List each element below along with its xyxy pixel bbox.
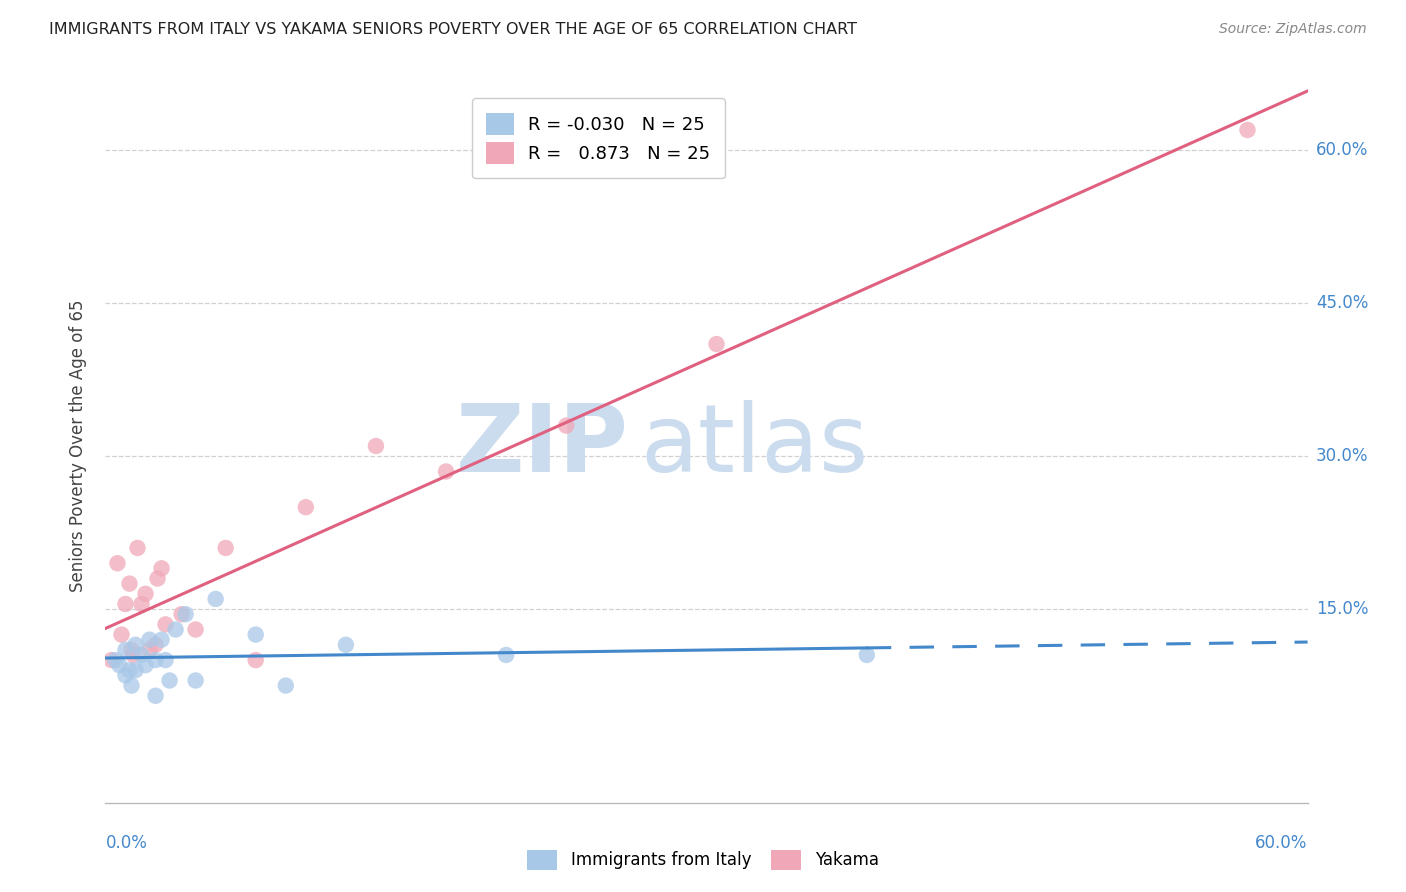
Point [165,623,187,637]
Point [150,561,173,575]
Point [110,627,132,641]
Point [114,597,136,611]
Point [138,632,160,647]
Point [146,572,169,586]
Text: atlas: atlas [640,400,869,492]
Point [184,673,207,688]
Point [495,648,517,662]
Point [364,439,387,453]
Point [108,658,131,673]
Text: IMMIGRANTS FROM ITALY VS YAKAMA SENIORS POVERTY OVER THE AGE OF 65 CORRELATION C: IMMIGRANTS FROM ITALY VS YAKAMA SENIORS … [49,22,858,37]
Point [855,648,877,662]
Point [174,607,197,622]
Point [145,689,167,703]
Point [434,465,457,479]
Point [124,663,146,677]
Y-axis label: Seniors Poverty Over the Age of 65: Seniors Poverty Over the Age of 65 [69,300,87,592]
Point [114,668,136,682]
Point [121,679,143,693]
Text: ZIP: ZIP [456,400,628,492]
Text: 45.0%: 45.0% [1316,294,1368,312]
Point [145,653,167,667]
Point [214,541,236,555]
Point [706,337,728,351]
Point [131,597,153,611]
Point [295,500,318,515]
Point [107,556,129,570]
Point [122,648,145,662]
Text: Source: ZipAtlas.com: Source: ZipAtlas.com [1219,22,1367,37]
Point [274,679,297,693]
Point [135,658,157,673]
Legend: R = -0.030   N = 25, R =   0.873   N = 25: R = -0.030 N = 25, R = 0.873 N = 25 [472,98,724,178]
Text: 60.0%: 60.0% [1256,834,1308,852]
Point [100,653,122,667]
Point [145,638,167,652]
Point [127,541,149,555]
Point [204,591,226,606]
Text: 15.0%: 15.0% [1316,600,1368,618]
Point [124,638,146,652]
Point [114,643,136,657]
Legend: Immigrants from Italy, Yakama: Immigrants from Italy, Yakama [520,843,886,877]
Point [159,673,181,688]
Point [155,617,177,632]
Point [335,638,357,652]
Point [104,653,127,667]
Point [121,643,143,657]
Point [555,418,578,433]
Point [138,643,160,657]
Point [245,653,267,667]
Point [135,587,157,601]
Point [155,653,177,667]
Point [118,576,141,591]
Point [131,648,153,662]
Point [184,623,207,637]
Point [170,607,193,622]
Text: 30.0%: 30.0% [1316,447,1368,466]
Text: 60.0%: 60.0% [1316,141,1368,160]
Point [245,627,267,641]
Text: 0.0%: 0.0% [105,834,148,852]
Point [118,663,141,677]
Point [1236,123,1258,137]
Point [150,632,173,647]
